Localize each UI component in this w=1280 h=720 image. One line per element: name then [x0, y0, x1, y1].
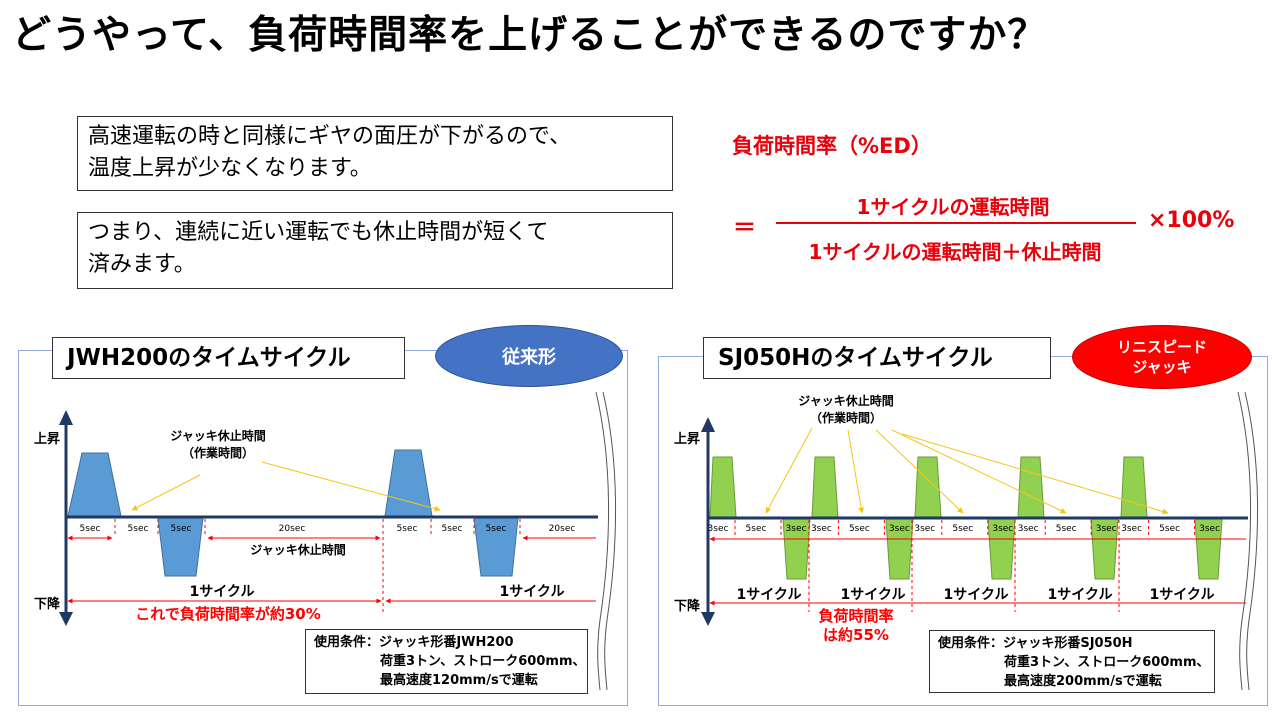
condition-line: 最高速度120mm/sで運転 — [380, 673, 538, 688]
segment-label: 5sec — [486, 524, 507, 534]
axis-arrow-down-icon — [59, 612, 73, 626]
badge-conventional: 従来形 — [435, 325, 623, 387]
axis-arrow-up-icon — [701, 417, 715, 432]
badge-line: ジャッキ — [1132, 358, 1192, 376]
segment-label: 3sec — [992, 524, 1013, 534]
segment-label: 5sec — [746, 524, 767, 534]
condition-line: 使用条件：ジャッキ形番JWH200 — [314, 635, 514, 650]
result-label: 負荷時間率 — [818, 607, 893, 625]
badge-line: リニスピード — [1116, 338, 1207, 356]
condition-line: 使用条件：ジャッキ形番SJ050H — [938, 636, 1133, 651]
segment-label: 5sec — [442, 524, 463, 534]
annotation-pointer — [901, 433, 1169, 515]
raise-bar — [709, 456, 737, 518]
raise-bar — [67, 452, 122, 517]
annotation-pointer — [875, 429, 964, 514]
cycle-label: 1サイクル — [736, 587, 801, 603]
explanation-line: 高速運転の時と同様にギヤの面圧が下がるので、 — [88, 124, 572, 149]
break-line — [1237, 391, 1252, 691]
sj050h-segments: 3sec 5sec 3sec 3sec 5sec 3sec 3sec 5sec 3sec 3sec… — [708, 520, 1220, 538]
pause-under-label: ジャッキ休止時間 — [250, 542, 345, 557]
cycle-label: 1サイクル — [1149, 587, 1214, 603]
axis-arrow-up-icon — [59, 410, 73, 425]
break-line — [602, 391, 617, 691]
sj050h-bars — [709, 456, 1223, 580]
segment-label: 20sec — [279, 524, 306, 534]
annotation-pointer — [131, 474, 201, 511]
segment-label: 3sec — [914, 524, 935, 534]
segment-label: 3sec — [1018, 524, 1039, 534]
annotation-pointer — [891, 429, 1067, 514]
page-title: どうやって、負荷時間率を上げることができるのですか？ — [12, 13, 1048, 58]
segment-label: 3sec — [811, 524, 832, 534]
segment-label: 20sec — [549, 524, 576, 534]
raise-bar — [914, 456, 942, 518]
explanation-line: 済みます。 — [88, 252, 196, 277]
fraction-line — [776, 222, 1136, 224]
formula-equals: ＝ — [733, 215, 756, 241]
down-label: 下降 — [674, 598, 701, 614]
condition-line: 荷重3トン、ストローク600mm、 — [1004, 655, 1210, 670]
formula-numerator: 1サイクルの運転時間 — [856, 195, 1050, 219]
segment-label: 3sec — [1121, 524, 1142, 534]
up-label: 上昇 — [674, 432, 700, 447]
condition-box-sj050h: 使用条件：ジャッキ形番SJ050H 荷重3トン、ストローク600mm、 最高速度… — [929, 630, 1215, 693]
segment-label: 3sec — [708, 524, 729, 534]
segment-label: 3sec — [889, 524, 910, 534]
panel-title-jwh200: JWH200のタイムサイクル — [52, 337, 405, 379]
pause-annotation: ジャッキ休止時間 — [170, 428, 265, 443]
pause-annotation: （作業時間） — [182, 445, 254, 460]
explanation-box-pause: つまり、連続に近い運転でも休止時間が短くて 済みます。 — [77, 212, 673, 289]
cycle-label: 1サイクル — [840, 587, 905, 603]
segment-label: 5sec — [397, 524, 418, 534]
segment-label: 3sec — [1096, 524, 1117, 534]
raise-bar — [811, 456, 839, 518]
annotation-pointer — [261, 461, 441, 512]
result-label: これで負荷時間率が約30% — [135, 605, 320, 623]
cycle-label: 1サイクル — [943, 587, 1008, 603]
raise-bar — [1017, 456, 1045, 518]
cycle-label: 1サイクル — [189, 584, 254, 600]
explanation-box-temperature: 高速運転の時と同様にギヤの面圧が下がるので、 温度上昇が少なくなります。 — [77, 116, 673, 191]
pause-annotation: ジャッキ休止時間 — [798, 393, 893, 408]
segment-label: 3sec — [1199, 524, 1220, 534]
panel-title-sj050h: SJ050Hのタイムサイクル — [703, 337, 1051, 379]
explanation-line: つまり、連続に近い運転でも休止時間が短くて — [88, 220, 549, 245]
break-line — [1244, 391, 1259, 691]
formula-denominator: 1サイクルの運転時間＋休止時間 — [808, 240, 1102, 264]
segment-label: 3sec — [786, 524, 807, 534]
down-label: 下降 — [34, 596, 61, 612]
segment-label: 5sec — [171, 524, 192, 534]
segment-label: 5sec — [1159, 524, 1180, 534]
explanation-line: 温度上昇が少なくなります。 — [88, 156, 372, 181]
formula-title: 負荷時間率（%ED） — [732, 134, 932, 158]
badge-linispeed: リニスピード ジャッキ — [1072, 325, 1252, 389]
formula-multiplier: ×100% — [1148, 208, 1235, 233]
axis-arrow-down-icon — [701, 612, 715, 626]
cycle-label: 1サイクル — [1047, 587, 1112, 603]
break-line — [595, 391, 610, 691]
cycle-label: 1サイクル — [499, 584, 564, 600]
result-label: は約55% — [823, 626, 889, 644]
segment-label: 5sec — [80, 524, 101, 534]
condition-line: 荷重3トン、ストローク600mm、 — [380, 654, 586, 669]
up-label: 上昇 — [34, 432, 60, 447]
annotation-pointer — [847, 429, 865, 514]
raise-bar — [1120, 456, 1148, 518]
segment-label: 5sec — [128, 524, 149, 534]
condition-box-jwh200: 使用条件：ジャッキ形番JWH200 荷重3トン、ストローク600mm、 最高速度… — [305, 629, 588, 694]
annotation-pointer — [765, 427, 813, 514]
segment-label: 5sec — [952, 524, 973, 534]
segment-label: 5sec — [1056, 524, 1077, 534]
condition-line: 最高速度200mm/sで運転 — [1004, 674, 1162, 689]
pause-annotation: （作業時間） — [810, 410, 882, 425]
segment-label: 5sec — [849, 524, 870, 534]
